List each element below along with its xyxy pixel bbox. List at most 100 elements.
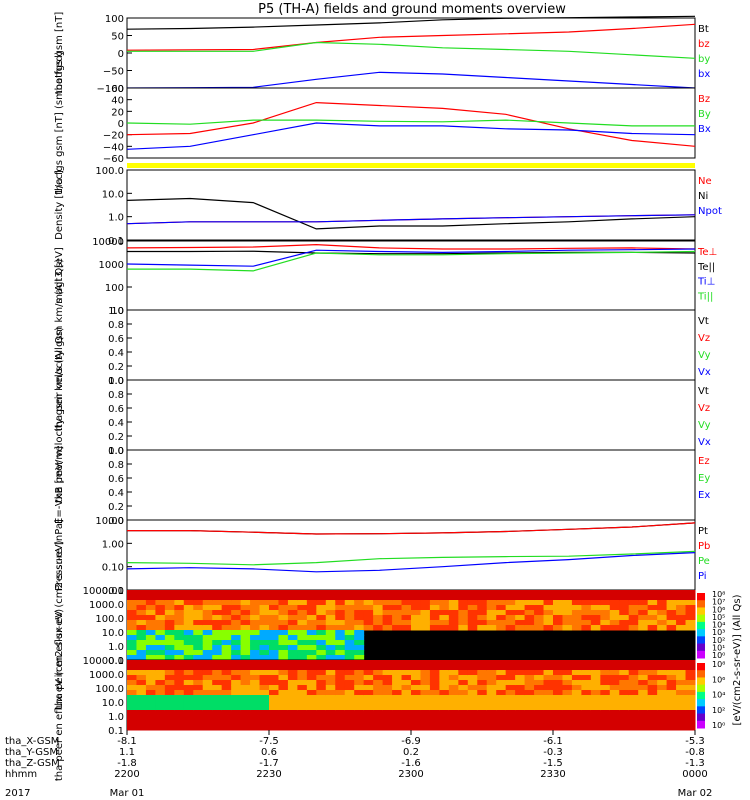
- spectrogram-cell: [373, 685, 384, 691]
- spectrogram-cell: [221, 685, 232, 691]
- spectrogram-cell: [297, 715, 308, 721]
- spectrogram-cell: [619, 605, 630, 611]
- spectrogram-cell: [553, 590, 563, 596]
- spectrogram-cell: [619, 700, 630, 706]
- spectrogram-cell: [373, 690, 384, 696]
- ytick-label: 20: [111, 107, 124, 118]
- spectrogram-cell: [145, 715, 156, 721]
- spectrogram-cell: [458, 670, 469, 676]
- spectrogram-cell: [543, 710, 554, 716]
- spectrogram-cell: [231, 675, 242, 681]
- spectrogram-cell: [543, 615, 554, 621]
- spectrogram-cell: [448, 595, 459, 601]
- spectrogram-cell: [145, 595, 156, 601]
- spectrogram-cell: [439, 665, 450, 671]
- spectrogram-cell: [496, 605, 507, 611]
- spectrogram-cell: [306, 705, 317, 711]
- spectrogram-cell: [269, 645, 279, 651]
- spectrogram-cell: [581, 610, 592, 616]
- spectrogram-cell: [212, 685, 223, 691]
- spectrogram-cell: [306, 665, 317, 671]
- spectrogram-cell: [524, 690, 535, 696]
- spectrogram-cell: [571, 720, 582, 726]
- spectrogram-cell: [306, 640, 317, 646]
- spectrogram-cell: [297, 690, 308, 696]
- spectrogram-cell: [193, 660, 204, 666]
- spectrogram-cell: [164, 595, 175, 601]
- spectrogram-cell: [269, 700, 279, 706]
- spectrogram-cell: [524, 710, 535, 716]
- spectrogram-cell: [212, 595, 223, 601]
- spectrogram-cell: [297, 705, 308, 711]
- spectrogram-cell: [657, 670, 668, 676]
- spectrogram-cell: [212, 655, 223, 661]
- spectrogram-cell: [136, 675, 147, 681]
- spectrogram-cell: [562, 685, 573, 691]
- spectrogram-cell: [657, 695, 668, 701]
- spectrogram-cell: [250, 655, 261, 661]
- spectrogram-cell: [202, 680, 213, 686]
- spectrogram-cell: [467, 695, 478, 701]
- spectrogram-cell: [571, 615, 582, 621]
- spectrogram-cell: [127, 645, 137, 651]
- spectrogram-cell: [515, 600, 526, 606]
- spectrogram-cell: [174, 720, 185, 726]
- spectrogram-cell: [439, 715, 450, 721]
- spectrogram-cell: [183, 680, 194, 686]
- spectrogram-cell: [439, 680, 450, 686]
- spectrogram-cell: [250, 645, 261, 651]
- spectrogram-cell: [127, 675, 137, 681]
- colorbar-segment: [697, 607, 705, 616]
- colorbar-tick: 10³: [712, 628, 725, 637]
- spectrogram-cell: [231, 640, 242, 646]
- spectrogram-cell: [183, 710, 194, 716]
- spectrogram-cell: [628, 720, 639, 726]
- spectrogram-cell: [524, 615, 535, 621]
- spectrogram-cell: [269, 640, 279, 646]
- spectrogram-cell: [448, 720, 459, 726]
- spectrogram-cell: [145, 615, 156, 621]
- spectrogram-cell: [467, 700, 478, 706]
- spectrogram-cell: [325, 615, 336, 621]
- spectrogram-cell: [127, 700, 137, 706]
- spectrogram-cell: [411, 720, 421, 726]
- spectrogram-cell: [477, 665, 488, 671]
- spectrogram-cell: [581, 600, 592, 606]
- spectrogram-cell: [306, 590, 317, 596]
- spectrogram-cell: [240, 640, 251, 646]
- spectrogram-cell: [240, 655, 251, 661]
- spectrogram-cell: [647, 595, 658, 601]
- y-axis-label: tha peir en eflux eV (cm2-s-sr-eV): [54, 540, 65, 709]
- spectrogram-cell: [231, 625, 242, 631]
- spectrogram-cell: [354, 600, 365, 606]
- spectrogram-cell: [562, 720, 573, 726]
- spectrogram-cell: [278, 715, 289, 721]
- spectrogram-cell: [505, 610, 516, 616]
- spectrogram-cell: [354, 655, 365, 661]
- ytick-label: 1.0: [108, 712, 124, 723]
- spectrogram-cell: [505, 695, 516, 701]
- spectrogram-cell: [590, 660, 601, 666]
- ytick-label: 10000: [92, 237, 124, 248]
- spectrogram-cell: [411, 685, 421, 691]
- spectrogram-cell: [609, 710, 620, 716]
- spectrogram-cell: [212, 705, 223, 711]
- spectrogram-cell: [316, 610, 327, 616]
- spectrogram-cell: [278, 655, 289, 661]
- legend-label: bz: [698, 39, 710, 50]
- spectrogram-cell: [429, 705, 440, 711]
- spectrogram-cell: [581, 595, 592, 601]
- spectrogram-cell: [534, 690, 545, 696]
- y-axis-label: magt3 [eV]: [54, 247, 65, 304]
- spectrogram-cell: [619, 625, 630, 631]
- spectrogram-cell: [155, 595, 166, 601]
- spectrogram-cell: [515, 675, 526, 681]
- spectrogram-cell: [306, 690, 317, 696]
- spectrogram-cell: [562, 660, 573, 666]
- spectrogram-cell: [392, 675, 403, 681]
- spectrogram-cell: [590, 715, 601, 721]
- spectrogram-cell: [278, 615, 289, 621]
- spectrogram-cell: [127, 590, 137, 596]
- spectrogram-cell: [325, 675, 336, 681]
